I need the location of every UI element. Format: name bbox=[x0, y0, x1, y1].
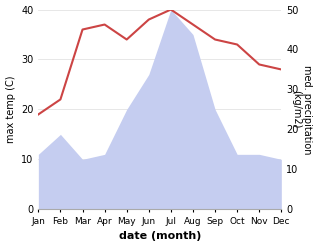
Y-axis label: max temp (C): max temp (C) bbox=[5, 76, 16, 143]
Y-axis label: med. precipitation
(kg/m2): med. precipitation (kg/m2) bbox=[291, 65, 313, 154]
X-axis label: date (month): date (month) bbox=[119, 231, 201, 242]
